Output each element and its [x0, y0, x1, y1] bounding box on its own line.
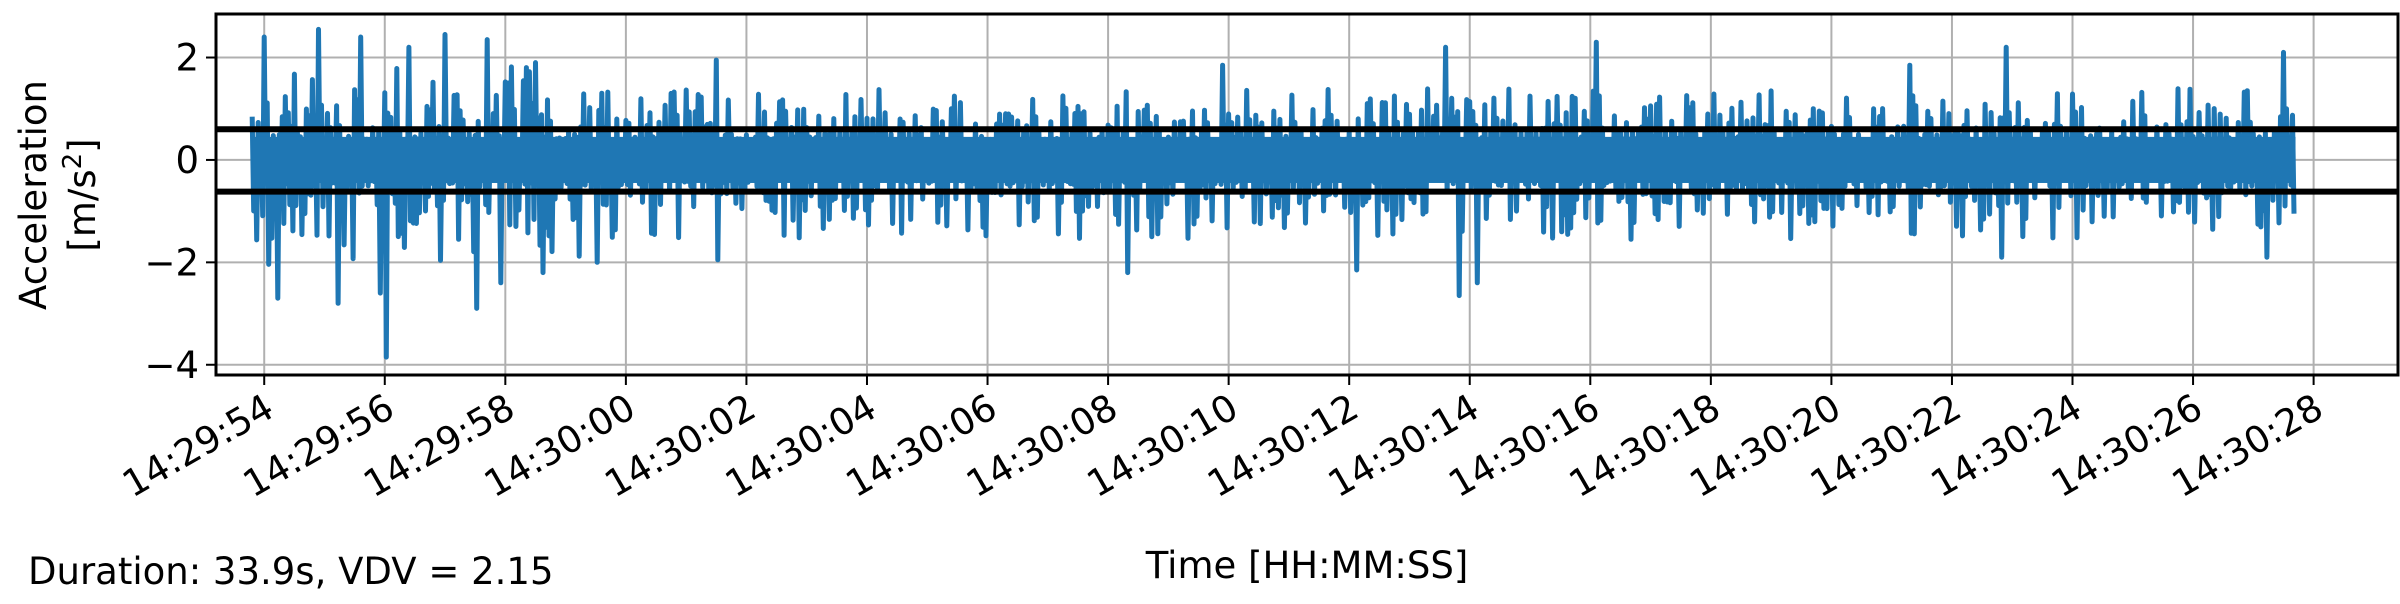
- y-tick-label: 0: [175, 139, 199, 182]
- x-axis-ticks: 14:29:5414:29:5614:29:5814:30:0014:30:02…: [115, 375, 2330, 506]
- duration-vdv-summary: Duration: 33.9s, VDV = 2.15: [28, 550, 554, 593]
- y-tick-label: −4: [144, 344, 199, 387]
- y-axis-ticks: 2 0 −2 −4: [144, 37, 216, 387]
- y-axis-label-line1: Acceleration: [12, 80, 55, 310]
- series-layer: [249, 26, 2297, 360]
- y-tick-label: 2: [175, 37, 199, 80]
- y-axis-unit-exponent: 2: [58, 153, 88, 170]
- y-axis-unit-prefix: [m/s: [61, 169, 104, 251]
- y-tick-label: −2: [144, 241, 199, 284]
- acceleration-series-band: [252, 136, 2296, 183]
- y-axis-label-line2: [m/s2]: [58, 138, 104, 251]
- y-axis-unit-suffix: ]: [61, 138, 104, 152]
- plot-frame: [214, 12, 2400, 377]
- x-axis-label: Time [HH:MM:SS]: [1145, 544, 1469, 587]
- threshold-lines: [216, 126, 2398, 195]
